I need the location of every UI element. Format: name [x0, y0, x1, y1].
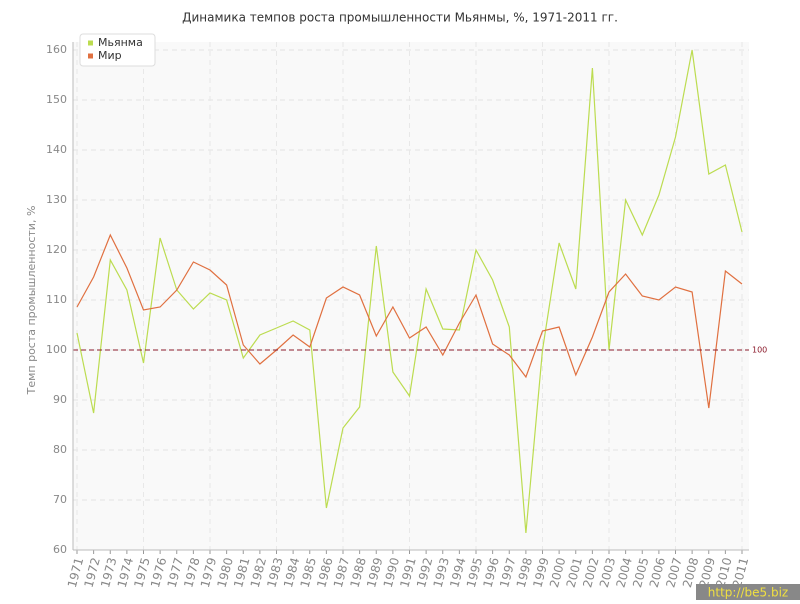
y-tick-label: 90: [53, 393, 67, 406]
y-tick-label: 150: [46, 93, 67, 106]
reference-label: 100: [752, 346, 767, 355]
y-tick-label: 160: [46, 43, 67, 56]
y-tick-label: 130: [46, 193, 67, 206]
series-line: [76, 49, 743, 534]
legend-label: Мир: [98, 49, 122, 62]
legend-swatch: [88, 53, 93, 59]
y-tick-label: 120: [46, 243, 67, 256]
chart-title: Динамика темпов роста промышленности Мья…: [182, 11, 618, 25]
y-tick-label: 70: [53, 493, 67, 506]
legend-swatch: [88, 40, 93, 46]
y-tick-label: 60: [53, 543, 67, 556]
legend-box: [79, 33, 156, 67]
y-tick-label: 80: [53, 443, 67, 456]
y-tick-label: 110: [46, 293, 67, 306]
y-tick-label: 140: [46, 143, 67, 156]
y-axis-label: Темп роста промышленности, %: [25, 206, 38, 396]
plot-background: [73, 42, 749, 550]
y-tick-label: 100: [46, 343, 67, 356]
series-line: [76, 233, 743, 409]
watermark: http://be5.biz: [708, 586, 788, 600]
watermark-bg: [696, 584, 800, 600]
legend-label: Мьянма: [98, 36, 143, 49]
